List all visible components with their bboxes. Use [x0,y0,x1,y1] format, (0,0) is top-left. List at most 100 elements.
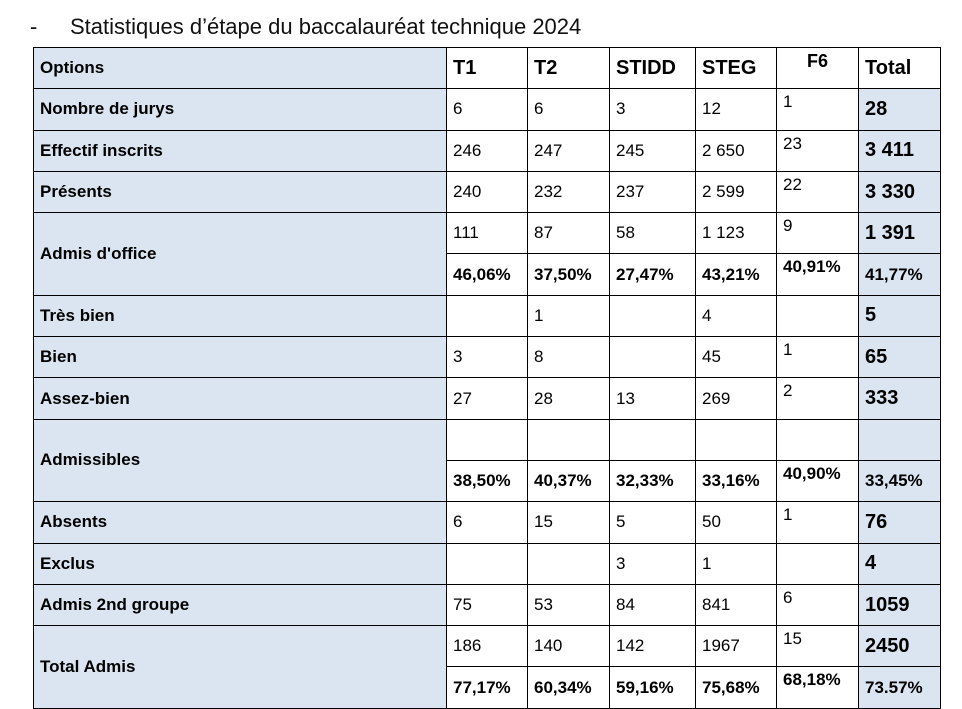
row-label: Exclus [33,542,447,585]
cell: 68,18% [776,666,859,709]
body: - Statistiques d’étape du baccalauréat te… [30,14,941,709]
cell: 84 [609,583,696,627]
cell: 240 [446,170,528,214]
cell: 46,06% [446,253,528,296]
page: Statistiques {"title": {"bullet": "-", "… [30,14,941,709]
title: - Statistiques d’étape du baccalauréat te… [30,14,581,40]
cell: 27 [446,377,528,420]
table-row: Total Admis 186 140 142 1967 15 2450 [33,625,941,709]
cell: 3 330 [858,170,941,214]
cell: 27,47% [609,253,696,296]
cell [858,418,941,461]
cell: 12 [695,88,777,131]
cell: 6 [446,501,528,544]
cell: 1059 [858,583,941,627]
row-label: Assez-bien [33,377,447,420]
cell: 3 [609,88,696,131]
title-text: Statistiques d’étape du baccalauréat tec… [70,14,582,39]
cell: 50 [695,501,777,544]
cell: 1 [776,501,859,544]
cell: 45 [695,336,777,379]
header-cell: Options [33,46,447,90]
cell: 75 [446,583,528,627]
cell: 3 [446,336,528,379]
stats-table: Options T1 T2 STIDD STEG F6 Total Nombre de jur… [33,46,941,709]
cell: 6 [527,88,610,131]
cell: 58 [609,212,696,255]
cell: 232 [527,170,610,214]
cell [446,542,528,585]
row-label: Total Admis [33,625,447,709]
table-row: Effectif inscrits 246 247 245 2 650 23 3 411 [33,129,941,172]
header-cell: F6 [776,46,859,90]
table-row: Exclus 3 1 4 [33,542,941,585]
cell: 1 123 [695,212,777,255]
cell: 9 [776,212,859,255]
cell: 1 [695,542,777,585]
table-row: Très bien 1 4 5 [33,294,941,338]
cell [776,418,859,461]
cell: 77,17% [446,666,528,709]
cell: 40,91% [776,253,859,296]
cell [446,418,528,461]
cell: 246 [446,129,528,172]
cell: 73.57% [858,666,941,709]
cell: 333 [858,377,941,420]
cell: 65 [858,336,941,379]
table-row: Assez-bien 27 28 13 269 2 333 [33,377,941,420]
header-cell: Total [858,46,941,90]
cell: 53 [527,583,610,627]
row-label: Très bien [33,294,447,338]
table-row: Nombre de jurys 6 6 3 12 1 28 [33,88,941,131]
cell: 5 [858,294,941,338]
cell: 75,68% [695,666,777,709]
cell: 41,77% [858,253,941,296]
header-cell: STIDD [609,46,696,90]
cell: 140 [527,625,610,668]
cell: 22 [776,170,859,214]
cell: 40,90% [776,459,859,503]
cell: 60,34% [527,666,610,709]
cell: 5 [609,501,696,544]
cell: 59,16% [609,666,696,709]
cell: 43,21% [695,253,777,296]
cell: 4 [695,294,777,338]
row-label: Absents [33,501,447,544]
row-label: Admis 2nd groupe [33,583,447,627]
cell [527,542,610,585]
header-cell: T1 [446,46,528,90]
row-label: Présents [33,170,447,214]
cell: 23 [776,129,859,172]
cell: 15 [776,625,859,668]
cell [609,336,696,379]
table-row: Absents 6 15 5 50 1 76 [33,501,941,544]
cell [446,294,528,338]
cell: 142 [609,625,696,668]
cell: 186 [446,625,528,668]
cell: 237 [609,170,696,214]
row-label: Nombre de jurys [33,88,447,131]
cell: 8 [527,336,610,379]
cell [609,294,696,338]
cell: 2450 [858,625,941,668]
cell [527,418,610,461]
cell: 13 [609,377,696,420]
table-row: Admis 2nd groupe 75 53 84 841 6 1059 [33,583,941,627]
cell: 33,45% [858,459,941,503]
cell: 2 [776,377,859,420]
row-label: Admis d'office [33,212,447,296]
row-label: Admissibles [33,418,447,503]
cell [695,418,777,461]
cell: 28 [527,377,610,420]
cell: 37,50% [527,253,610,296]
cell: 6 [776,583,859,627]
row-label: Effectif inscrits [33,129,447,172]
header-row: Options T1 T2 STIDD STEG F6 Total [33,46,941,90]
cell: 15 [527,501,610,544]
cell: 1 [776,336,859,379]
cell: 1 [527,294,610,338]
cell: 1 [776,88,859,131]
cell: 2 599 [695,170,777,214]
cell [609,418,696,461]
table-row: Admissibles [33,418,941,503]
